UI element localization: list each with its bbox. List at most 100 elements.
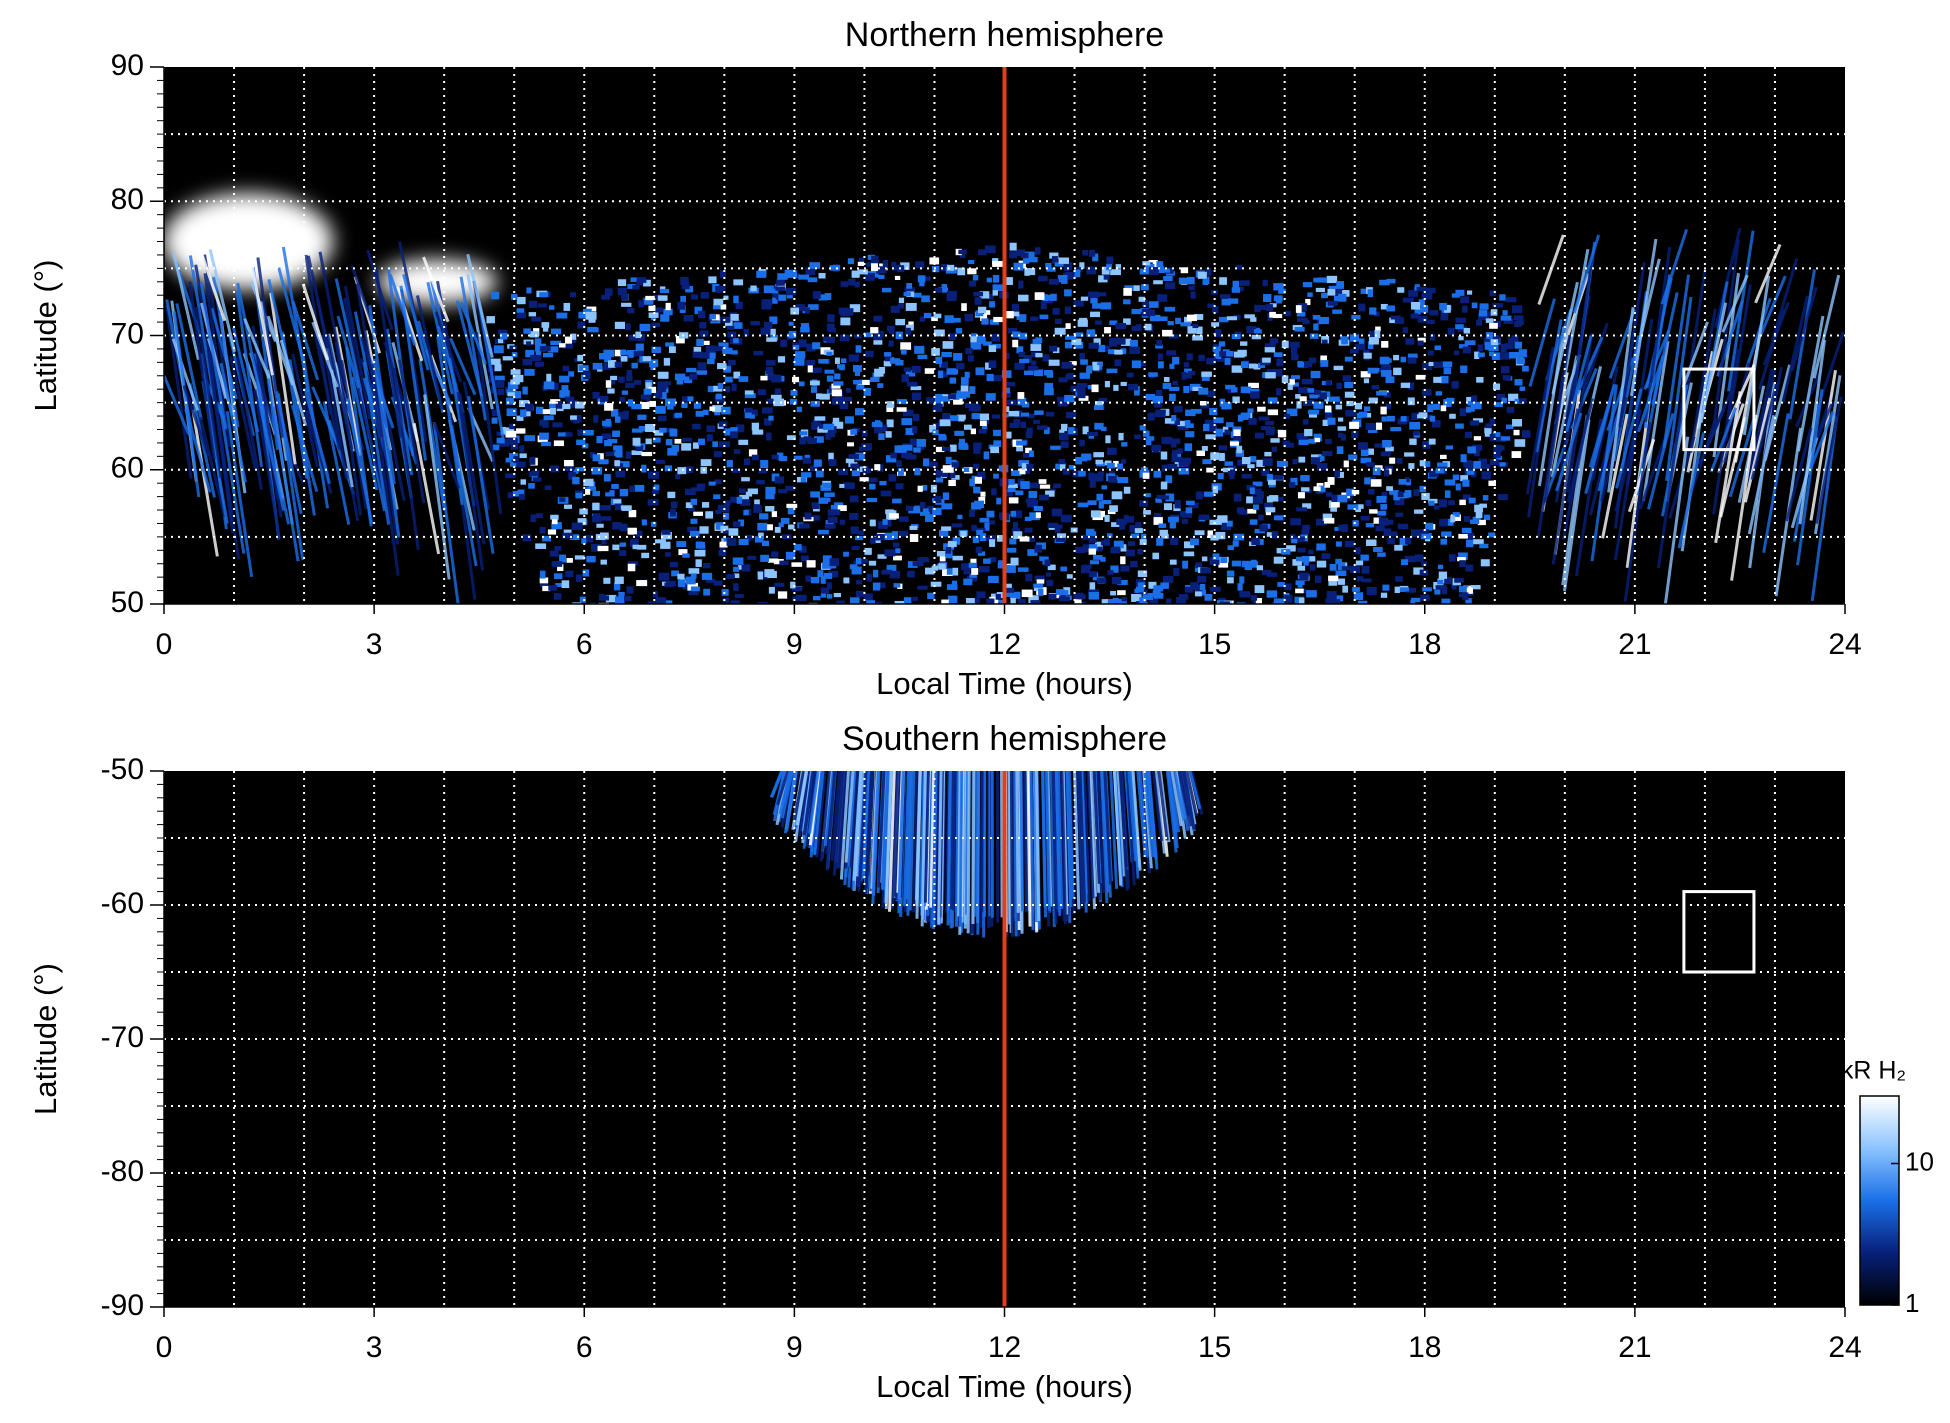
emission-speckle [1300, 475, 1310, 480]
emission-speckle [1186, 353, 1193, 361]
emission-speckle [1137, 582, 1145, 590]
emission-speckle [1144, 323, 1152, 331]
emission-speckle [905, 505, 914, 511]
emission-speckle [1241, 456, 1251, 465]
x-tick-label: 15 [1198, 628, 1231, 661]
emission-speckle [1265, 421, 1275, 426]
emission-speckle [1314, 390, 1322, 395]
emission-speckle [730, 313, 739, 321]
y-axis-label: Latitude (°) [28, 963, 63, 1115]
emission-speckle [1501, 397, 1507, 404]
emission-speckle [1265, 510, 1272, 516]
emission-speckle [798, 339, 807, 348]
emission-speckle [1024, 268, 1036, 276]
emission-speckle [806, 343, 816, 352]
emission-speckle [543, 415, 554, 421]
emission-speckle [1180, 267, 1189, 274]
emission-speckle [717, 382, 724, 390]
emission-speckle [605, 451, 615, 457]
emission-speckle [952, 567, 959, 576]
emission-speckle [1366, 462, 1375, 467]
emission-speckle [645, 424, 655, 432]
emission-streak [1188, 771, 1202, 810]
emission-speckle [1080, 601, 1086, 604]
emission-speckle [978, 496, 986, 504]
emission-speckle [1207, 530, 1213, 538]
emission-speckle [566, 557, 573, 563]
emission-speckle [799, 546, 807, 553]
emission-speckle [905, 370, 916, 377]
emission-speckle [1207, 390, 1216, 398]
emission-speckle [1007, 479, 1015, 485]
emission-speckle [1187, 371, 1196, 376]
emission-speckle [903, 597, 912, 604]
emission-speckle [1185, 431, 1195, 438]
emission-speckle [844, 416, 854, 424]
emission-speckle [1473, 448, 1480, 457]
emission-speckle [1057, 274, 1068, 283]
emission-speckle [970, 428, 976, 435]
emission-speckle [1086, 531, 1097, 536]
emission-speckle [551, 561, 563, 567]
emission-speckle [968, 280, 977, 287]
emission-speckle [658, 572, 670, 581]
emission-speckle [1312, 315, 1321, 320]
emission-speckle [1295, 394, 1301, 399]
emission-streak [1000, 771, 1004, 918]
emission-speckle [1185, 409, 1196, 417]
emission-speckle [505, 473, 516, 479]
emission-speckle [1034, 575, 1045, 582]
emission-speckle [938, 433, 946, 441]
emission-speckle [1261, 469, 1270, 476]
emission-streak [397, 359, 426, 504]
emission-speckle [760, 375, 768, 381]
emission-speckle [1161, 533, 1169, 539]
emission-speckle [1352, 587, 1360, 592]
emission-speckle [826, 323, 835, 332]
emission-speckle [491, 417, 498, 424]
emission-speckle [685, 286, 694, 293]
emission-speckle [715, 522, 724, 530]
emission-speckle [765, 493, 775, 500]
emission-speckle [819, 393, 830, 400]
emission-speckle [1246, 326, 1257, 334]
emission-speckle [882, 519, 888, 525]
emission-streak [954, 771, 960, 927]
emission-speckle [767, 374, 776, 381]
emission-speckle [905, 427, 914, 436]
emission-speckle [885, 455, 897, 463]
emission-speckle [565, 570, 574, 578]
emission-speckle [1108, 475, 1117, 483]
emission-speckle [895, 548, 901, 554]
emission-speckle [855, 557, 862, 565]
emission-speckle [870, 377, 880, 382]
emission-streak [966, 771, 971, 934]
emission-streak [1712, 239, 1741, 425]
emission-speckle [1296, 311, 1306, 317]
emission-speckle [884, 549, 896, 557]
emission-speckle [890, 452, 897, 459]
emission-speckle [1081, 564, 1092, 569]
emission-speckle [857, 269, 868, 275]
emission-speckle [592, 502, 600, 511]
emission-speckle [1072, 470, 1084, 478]
emission-speckle [774, 526, 781, 533]
emission-speckle [1383, 392, 1391, 398]
emission-streak [1730, 414, 1758, 581]
emission-speckle [905, 327, 911, 336]
emission-speckle [1452, 512, 1460, 517]
emission-speckle [1355, 560, 1364, 566]
emission-speckle [889, 358, 901, 364]
emission-speckle [1201, 371, 1212, 377]
emission-speckle [826, 351, 833, 356]
emission-speckle [1265, 304, 1273, 312]
emission-speckle [1420, 594, 1430, 601]
emission-streak [837, 771, 848, 869]
emission-speckle [801, 472, 812, 478]
emission-speckle [1151, 444, 1162, 451]
emission-speckle [1163, 503, 1173, 511]
emission-speckle [1328, 396, 1340, 402]
emission-streak [1614, 409, 1642, 512]
emission-speckle [654, 307, 663, 313]
emission-streak [1537, 234, 1565, 305]
